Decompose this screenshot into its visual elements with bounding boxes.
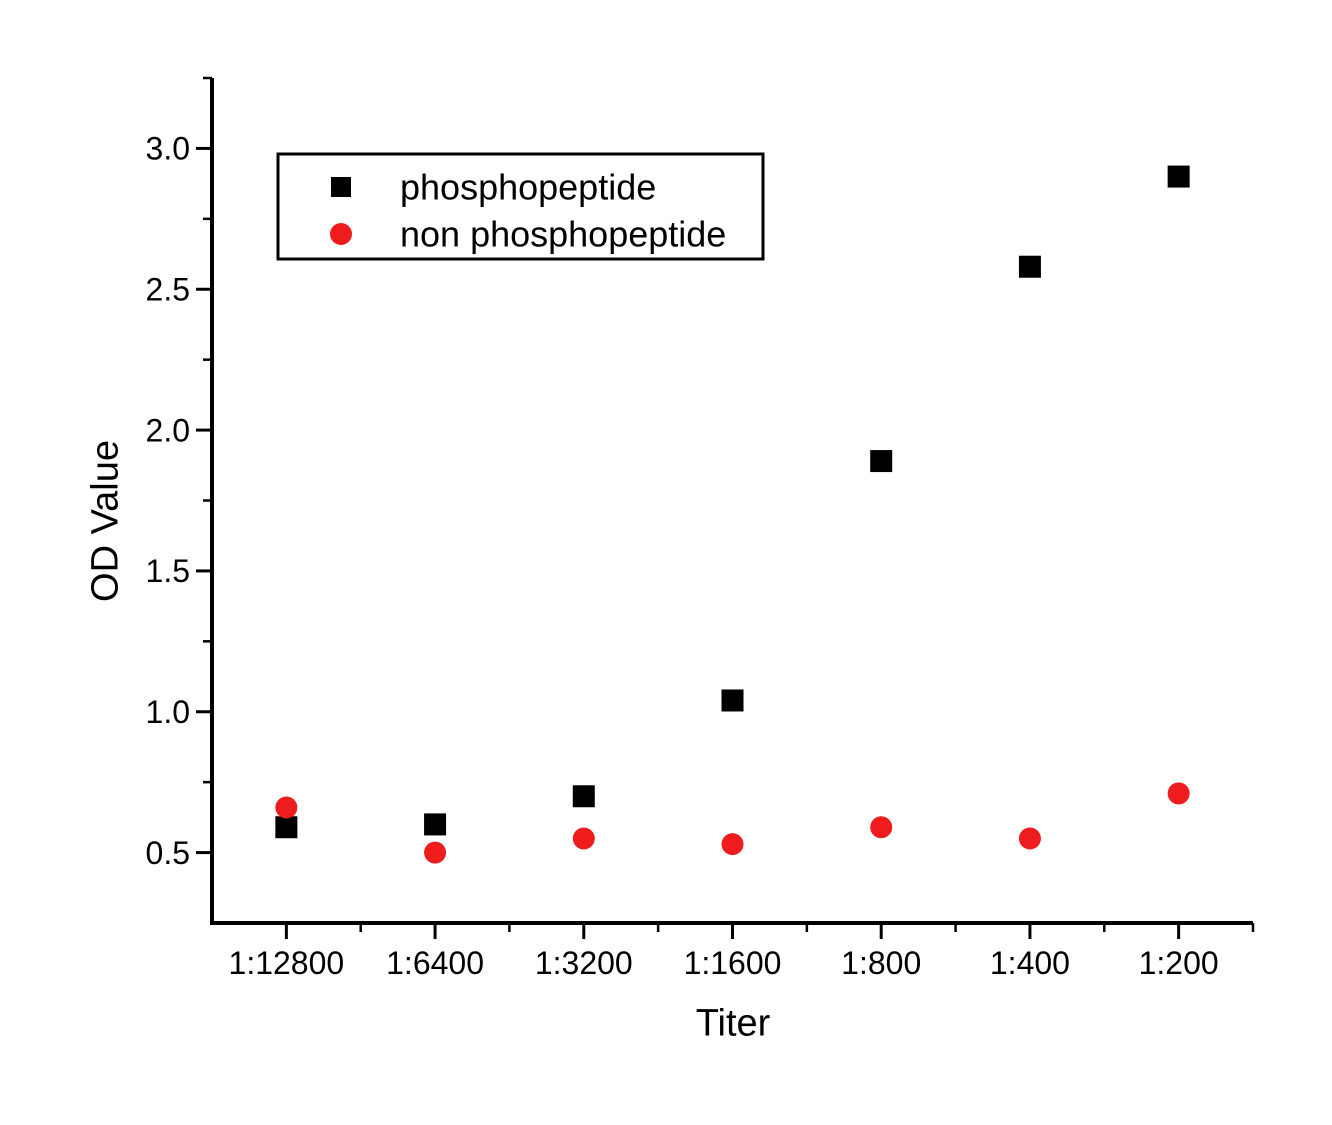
y-tick-label: 2.5 (146, 271, 190, 307)
y-tick-label: 2.0 (146, 412, 190, 448)
x-tick-label: 1:3200 (535, 945, 633, 981)
marker-non-phosphopeptide-3 (721, 833, 744, 856)
plot-area: 0.5 1.0 1.5 2.0 2.5 3.0 1:12800 1:6400 1:3200 1:1… (146, 76, 1255, 981)
marker-phosphopeptide-3 (721, 689, 744, 712)
marker-phosphopeptide-6 (1167, 165, 1190, 188)
x-tick-label: 1:1600 (684, 945, 782, 981)
legend-marker-circle-icon (330, 223, 352, 245)
x-tick-label: 1:6400 (386, 945, 484, 981)
marker-non-phosphopeptide-0 (275, 796, 298, 819)
marker-phosphopeptide-2 (572, 785, 595, 808)
x-tick-label: 1:400 (990, 945, 1070, 981)
marker-non-phosphopeptide-2 (572, 827, 595, 850)
marker-non-phosphopeptide-6 (1167, 782, 1190, 805)
y-tick-label: 0.5 (146, 835, 190, 871)
legend-marker-square-icon (331, 177, 351, 197)
x-tick-label: 1:800 (841, 945, 921, 981)
y-axis-title: OD Value (84, 440, 126, 602)
legend-box (276, 152, 765, 261)
marker-phosphopeptide-0 (275, 816, 298, 839)
marker-non-phosphopeptide-4 (870, 816, 893, 839)
marker-phosphopeptide-1 (424, 813, 447, 836)
x-tick-label: 1:200 (1139, 945, 1219, 981)
x-tick-label: 1:12800 (229, 945, 345, 981)
marker-non-phosphopeptide-1 (424, 841, 447, 864)
x-axis-title: Titer (696, 1002, 771, 1044)
legend: phosphopeptide non phosphopeptide (276, 152, 765, 261)
y-tick-label: 3.0 (146, 131, 190, 167)
marker-non-phosphopeptide-5 (1018, 827, 1041, 850)
legend-label-non-phosphopeptide: non phosphopeptide (400, 214, 726, 255)
y-tick-label: 1.5 (146, 553, 190, 589)
legend-label-phosphopeptide: phosphopeptide (400, 167, 656, 208)
y-tick-label: 1.0 (146, 694, 190, 730)
marker-phosphopeptide-4 (870, 450, 893, 473)
marker-phosphopeptide-5 (1018, 255, 1041, 278)
